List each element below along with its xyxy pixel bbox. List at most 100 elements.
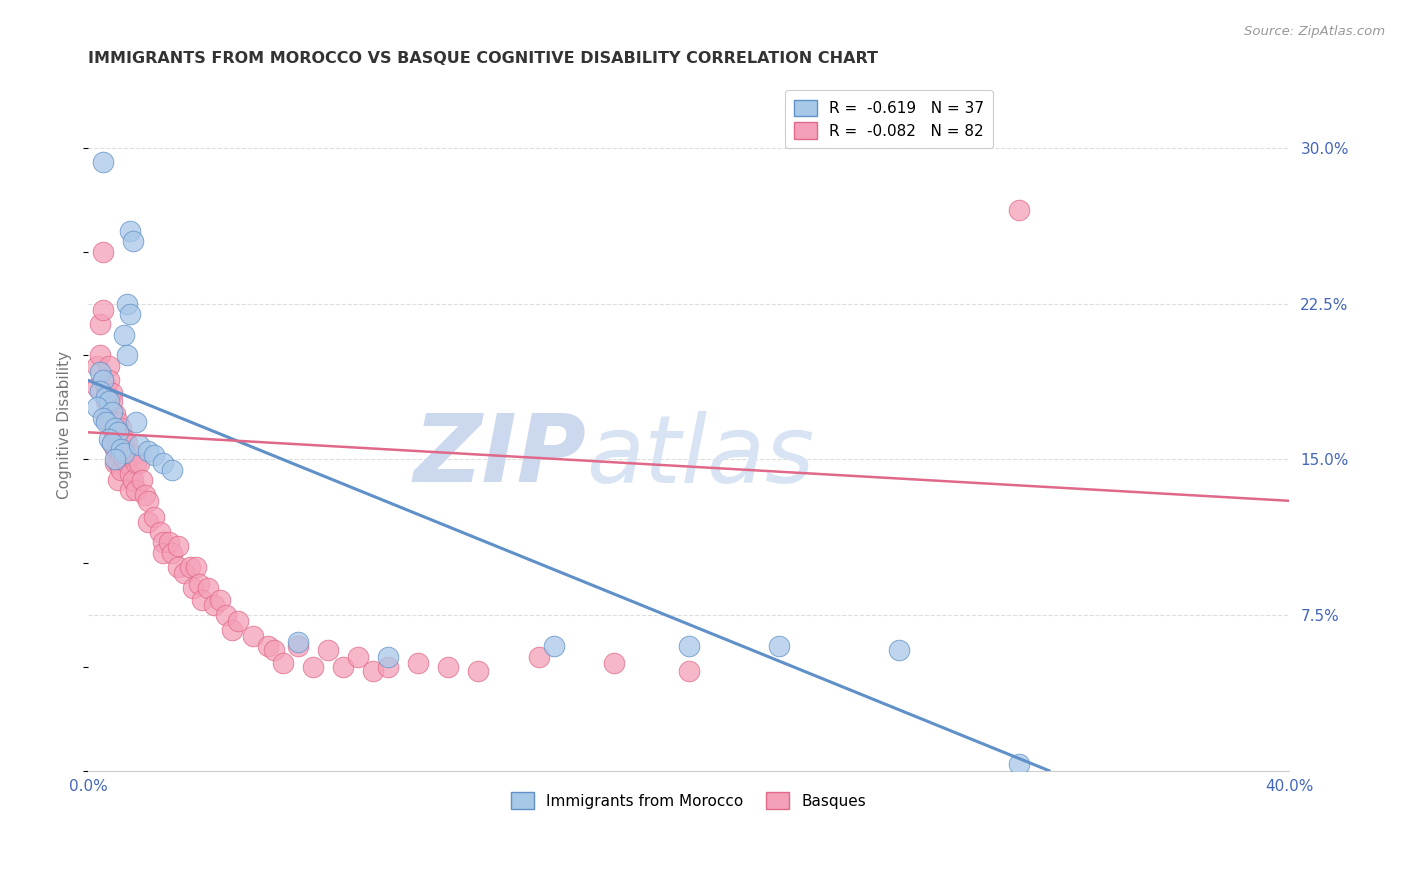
Point xyxy=(1008,757,1031,772)
Point xyxy=(122,448,145,462)
Point xyxy=(96,379,118,393)
Point xyxy=(136,493,159,508)
Text: ZIP: ZIP xyxy=(413,410,586,502)
Text: atlas: atlas xyxy=(586,410,815,501)
Point xyxy=(89,384,111,398)
Point xyxy=(347,649,370,664)
Point xyxy=(768,639,790,653)
Point xyxy=(173,566,195,581)
Point xyxy=(287,639,309,653)
Point xyxy=(112,327,135,342)
Point xyxy=(215,607,238,622)
Point xyxy=(363,664,385,678)
Point xyxy=(89,365,111,379)
Text: IMMIGRANTS FROM MOROCCO VS BASQUE COGNITIVE DISABILITY CORRELATION CHART: IMMIGRANTS FROM MOROCCO VS BASQUE COGNIT… xyxy=(89,51,879,66)
Point xyxy=(179,560,201,574)
Point xyxy=(101,435,124,450)
Point xyxy=(160,463,183,477)
Point xyxy=(115,349,138,363)
Point xyxy=(89,349,111,363)
Point xyxy=(101,394,124,409)
Point xyxy=(191,593,214,607)
Point xyxy=(186,560,208,574)
Point xyxy=(128,457,150,471)
Point xyxy=(115,296,138,310)
Point xyxy=(887,643,910,657)
Point xyxy=(98,394,121,409)
Point xyxy=(167,560,190,574)
Point xyxy=(91,302,114,317)
Point xyxy=(91,155,114,169)
Point xyxy=(257,639,280,653)
Point xyxy=(98,359,121,373)
Point xyxy=(527,649,550,664)
Point xyxy=(101,421,124,435)
Point xyxy=(91,373,114,387)
Point xyxy=(96,410,118,425)
Point xyxy=(98,415,121,429)
Point xyxy=(96,415,118,429)
Point xyxy=(602,656,624,670)
Point xyxy=(104,407,127,421)
Point xyxy=(110,448,132,462)
Point xyxy=(332,660,354,674)
Point xyxy=(181,581,204,595)
Point xyxy=(122,473,145,487)
Point xyxy=(287,635,309,649)
Point xyxy=(157,535,180,549)
Point xyxy=(98,432,121,446)
Point xyxy=(107,425,129,440)
Point xyxy=(377,649,399,664)
Point xyxy=(104,427,127,442)
Point xyxy=(112,452,135,467)
Point xyxy=(112,432,135,446)
Point xyxy=(104,457,127,471)
Point xyxy=(125,415,148,429)
Point xyxy=(120,307,142,321)
Point xyxy=(152,457,174,471)
Point xyxy=(120,467,142,481)
Point xyxy=(107,473,129,487)
Point xyxy=(107,415,129,429)
Point xyxy=(467,664,489,678)
Point xyxy=(110,442,132,456)
Point xyxy=(197,581,219,595)
Point xyxy=(226,614,249,628)
Point xyxy=(101,435,124,450)
Point xyxy=(128,438,150,452)
Point xyxy=(96,394,118,409)
Point xyxy=(122,234,145,248)
Point xyxy=(104,452,127,467)
Point xyxy=(91,244,114,259)
Point xyxy=(152,546,174,560)
Point xyxy=(120,483,142,498)
Point xyxy=(91,410,114,425)
Point xyxy=(115,457,138,471)
Point xyxy=(302,660,325,674)
Point xyxy=(131,473,153,487)
Point xyxy=(86,359,108,373)
Point xyxy=(202,598,225,612)
Point xyxy=(89,318,111,332)
Point xyxy=(115,435,138,450)
Point xyxy=(112,446,135,460)
Point xyxy=(209,593,232,607)
Point xyxy=(98,373,121,387)
Point xyxy=(221,623,243,637)
Point xyxy=(104,442,127,456)
Point xyxy=(143,448,166,462)
Point xyxy=(110,463,132,477)
Point xyxy=(408,656,430,670)
Point xyxy=(101,404,124,418)
Point xyxy=(104,421,127,435)
Point xyxy=(437,660,460,674)
Point xyxy=(136,444,159,458)
Point xyxy=(152,535,174,549)
Point xyxy=(678,664,700,678)
Point xyxy=(86,401,108,415)
Point xyxy=(167,540,190,554)
Point xyxy=(98,401,121,415)
Point xyxy=(101,385,124,400)
Point xyxy=(134,487,156,501)
Point xyxy=(149,524,172,539)
